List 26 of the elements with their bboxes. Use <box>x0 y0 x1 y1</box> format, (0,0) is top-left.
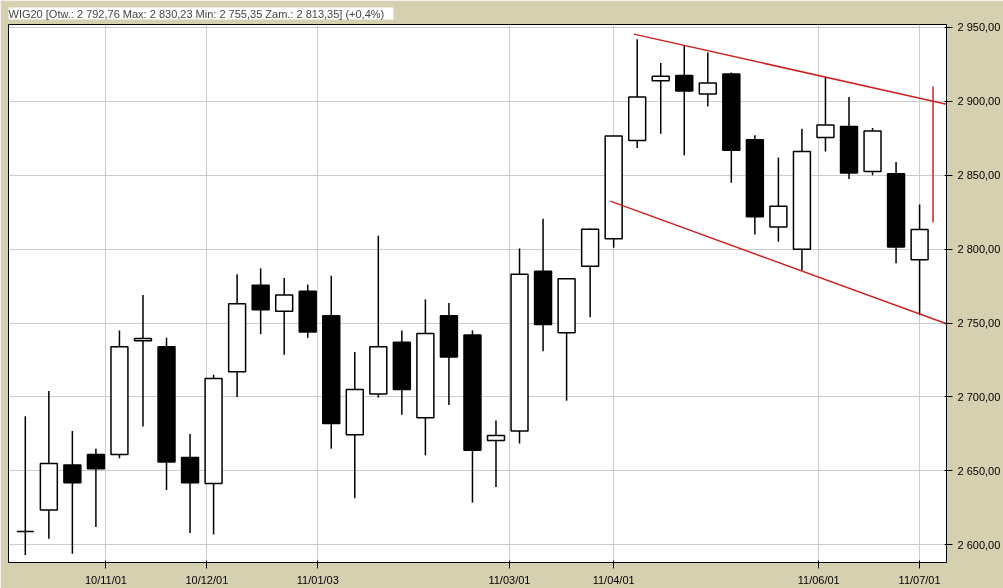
y-tick-label: 2 850,00 <box>957 169 1001 182</box>
x-tick-label: 10/12/01 <box>185 573 229 586</box>
x-tick-label: 11/03/01 <box>488 573 531 586</box>
y-tick-label: 2 750,00 <box>957 317 1001 330</box>
candlestick <box>675 45 694 157</box>
candlestick <box>274 277 294 356</box>
y-tick-label: 2 950,00 <box>957 21 1001 34</box>
candlestick <box>651 62 670 135</box>
x-tick-label: 11/01/03 <box>296 573 339 586</box>
candlestick <box>133 294 153 428</box>
x-tick-label: 11/07/01 <box>898 573 941 586</box>
x-tick-label: 10/11/01 <box>85 573 128 586</box>
y-tick-label: 2 900,00 <box>957 95 1001 108</box>
candlestick <box>769 156 788 243</box>
y-tick-label: 2 700,00 <box>957 390 1001 403</box>
y-tick-label: 2 600,00 <box>957 538 1001 551</box>
candlestick <box>16 415 35 556</box>
candlestick <box>86 447 106 528</box>
candlestick <box>63 430 82 555</box>
x-tick-label: 11/04/01 <box>592 573 635 586</box>
y-tick-label: 2 800,00 <box>957 243 1001 256</box>
candlestick <box>698 51 718 108</box>
y-tick-label: 2 650,00 <box>957 464 1001 477</box>
candlestick <box>816 76 835 153</box>
chart-title: WIG20 [Otw.: 2 792,76 Max: 2 830,23 Min: 2 755,35 Zam.: 2 813,35] (+0,4%) <box>8 7 385 20</box>
x-tick-label: 11/06/01 <box>797 573 840 586</box>
